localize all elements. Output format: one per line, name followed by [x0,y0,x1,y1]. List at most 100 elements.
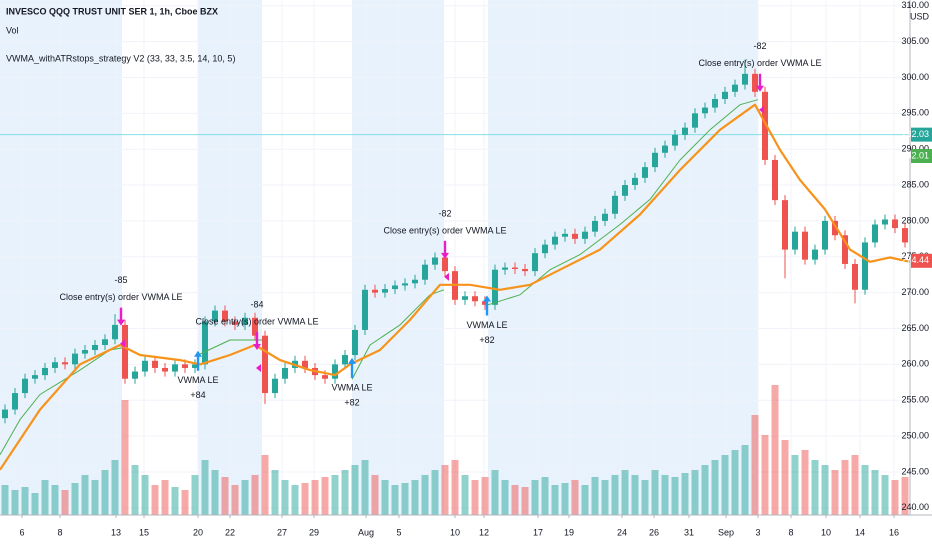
candle-body [132,371,138,379]
currency-label: USD [910,11,930,21]
y-tick-label: 250.00 [901,430,929,440]
candle-body [412,279,418,284]
signal-text: Close entry(s) order VWMA LE [195,316,318,326]
candle-body [272,378,278,394]
volume-bar [341,470,349,515]
candle-body [592,220,598,232]
volume-bar [261,455,269,515]
candle-body [282,367,288,379]
x-tick-label: Aug [358,527,374,537]
candle-body [812,249,818,260]
volume-bar [361,460,369,515]
candle-body [722,91,728,99]
candle-body [762,91,768,160]
candle-body [442,257,448,272]
x-tick-label: 3 [755,527,760,537]
volume-bar [371,475,379,515]
entry-arrow [348,357,356,378]
volume-bar [661,475,669,515]
volume-bar [171,487,179,515]
candle-body [352,329,358,356]
volume-bar [751,415,759,515]
candle-body [82,350,88,354]
candle-body [802,231,808,260]
volume-bar [811,460,819,515]
candle-body [712,98,718,108]
candle-body [392,285,398,290]
exit-marker [256,364,261,373]
volume-bar [41,480,49,515]
volume-bar [381,480,389,515]
candle-body [382,289,388,293]
candle-body [822,220,828,250]
y-tick-label: 245.00 [901,466,929,476]
y-tick-label: 265.00 [901,323,929,333]
volume-bar [241,480,249,515]
volume-bar [101,470,109,515]
volume-bar [541,477,549,515]
candle-body [772,159,778,201]
x-tick-label: 20 [193,527,203,537]
volume-bar [461,475,469,515]
signal-text: VWMA LE [466,320,507,330]
candle-body [632,177,638,186]
exit-arrow [117,307,125,326]
volume-bar [591,477,599,515]
candle-body [242,317,248,325]
signal-text: Close entry(s) order VWMA LE [383,225,506,235]
volume-bar [851,455,859,515]
volume-bar [221,477,229,515]
y-tick-label: 300.00 [901,72,929,82]
volume-bar [191,475,199,515]
signal-qty: -85 [114,275,127,285]
candle-body [612,195,618,214]
volume-bar [871,470,879,515]
volume-bar [741,445,749,515]
candle-body [62,362,68,365]
signal-qty: -82 [753,41,766,51]
x-tick-label: 10 [821,527,831,537]
volume-bar [271,470,279,515]
volume-bar [161,480,169,515]
y-tick-label: 295.00 [901,108,929,118]
candle-body [142,360,148,372]
candle-body [652,152,658,168]
volume-bar [181,490,189,515]
x-tick-label: 8 [57,527,62,537]
volume-bar [31,493,39,515]
candle-body [372,289,378,293]
candle-body [202,321,208,365]
volume-bar [691,470,699,515]
candle-body [672,134,678,146]
candle-body [182,364,188,368]
exit-marker [120,339,125,348]
candle-body [42,367,48,376]
signal-qty: -84 [250,299,263,309]
study-badge-label: 42.01 [906,150,929,160]
volume-bar [471,480,479,515]
study-badge [911,149,932,163]
candle-body [162,367,168,372]
candle-body [562,233,568,237]
signal-qty: +84 [190,390,205,400]
volume-bar [61,490,69,515]
candle-body [432,257,438,265]
volume-bar [621,470,629,515]
volume-bar [861,465,869,515]
volume-bar [281,480,289,515]
volume-bar [141,475,149,515]
signal-qty: +82 [344,397,359,407]
candle-body [552,236,558,245]
position-band [352,0,444,515]
candle-body [92,345,98,351]
candle-body [542,244,548,254]
volume-bar [111,460,119,515]
candle-body [742,73,748,85]
x-tick-label: 16 [889,527,899,537]
volume-bar [291,485,299,515]
candle-body [362,289,368,330]
volume-bar [121,400,129,515]
candle-body [902,228,908,243]
volume-bar [771,385,779,515]
